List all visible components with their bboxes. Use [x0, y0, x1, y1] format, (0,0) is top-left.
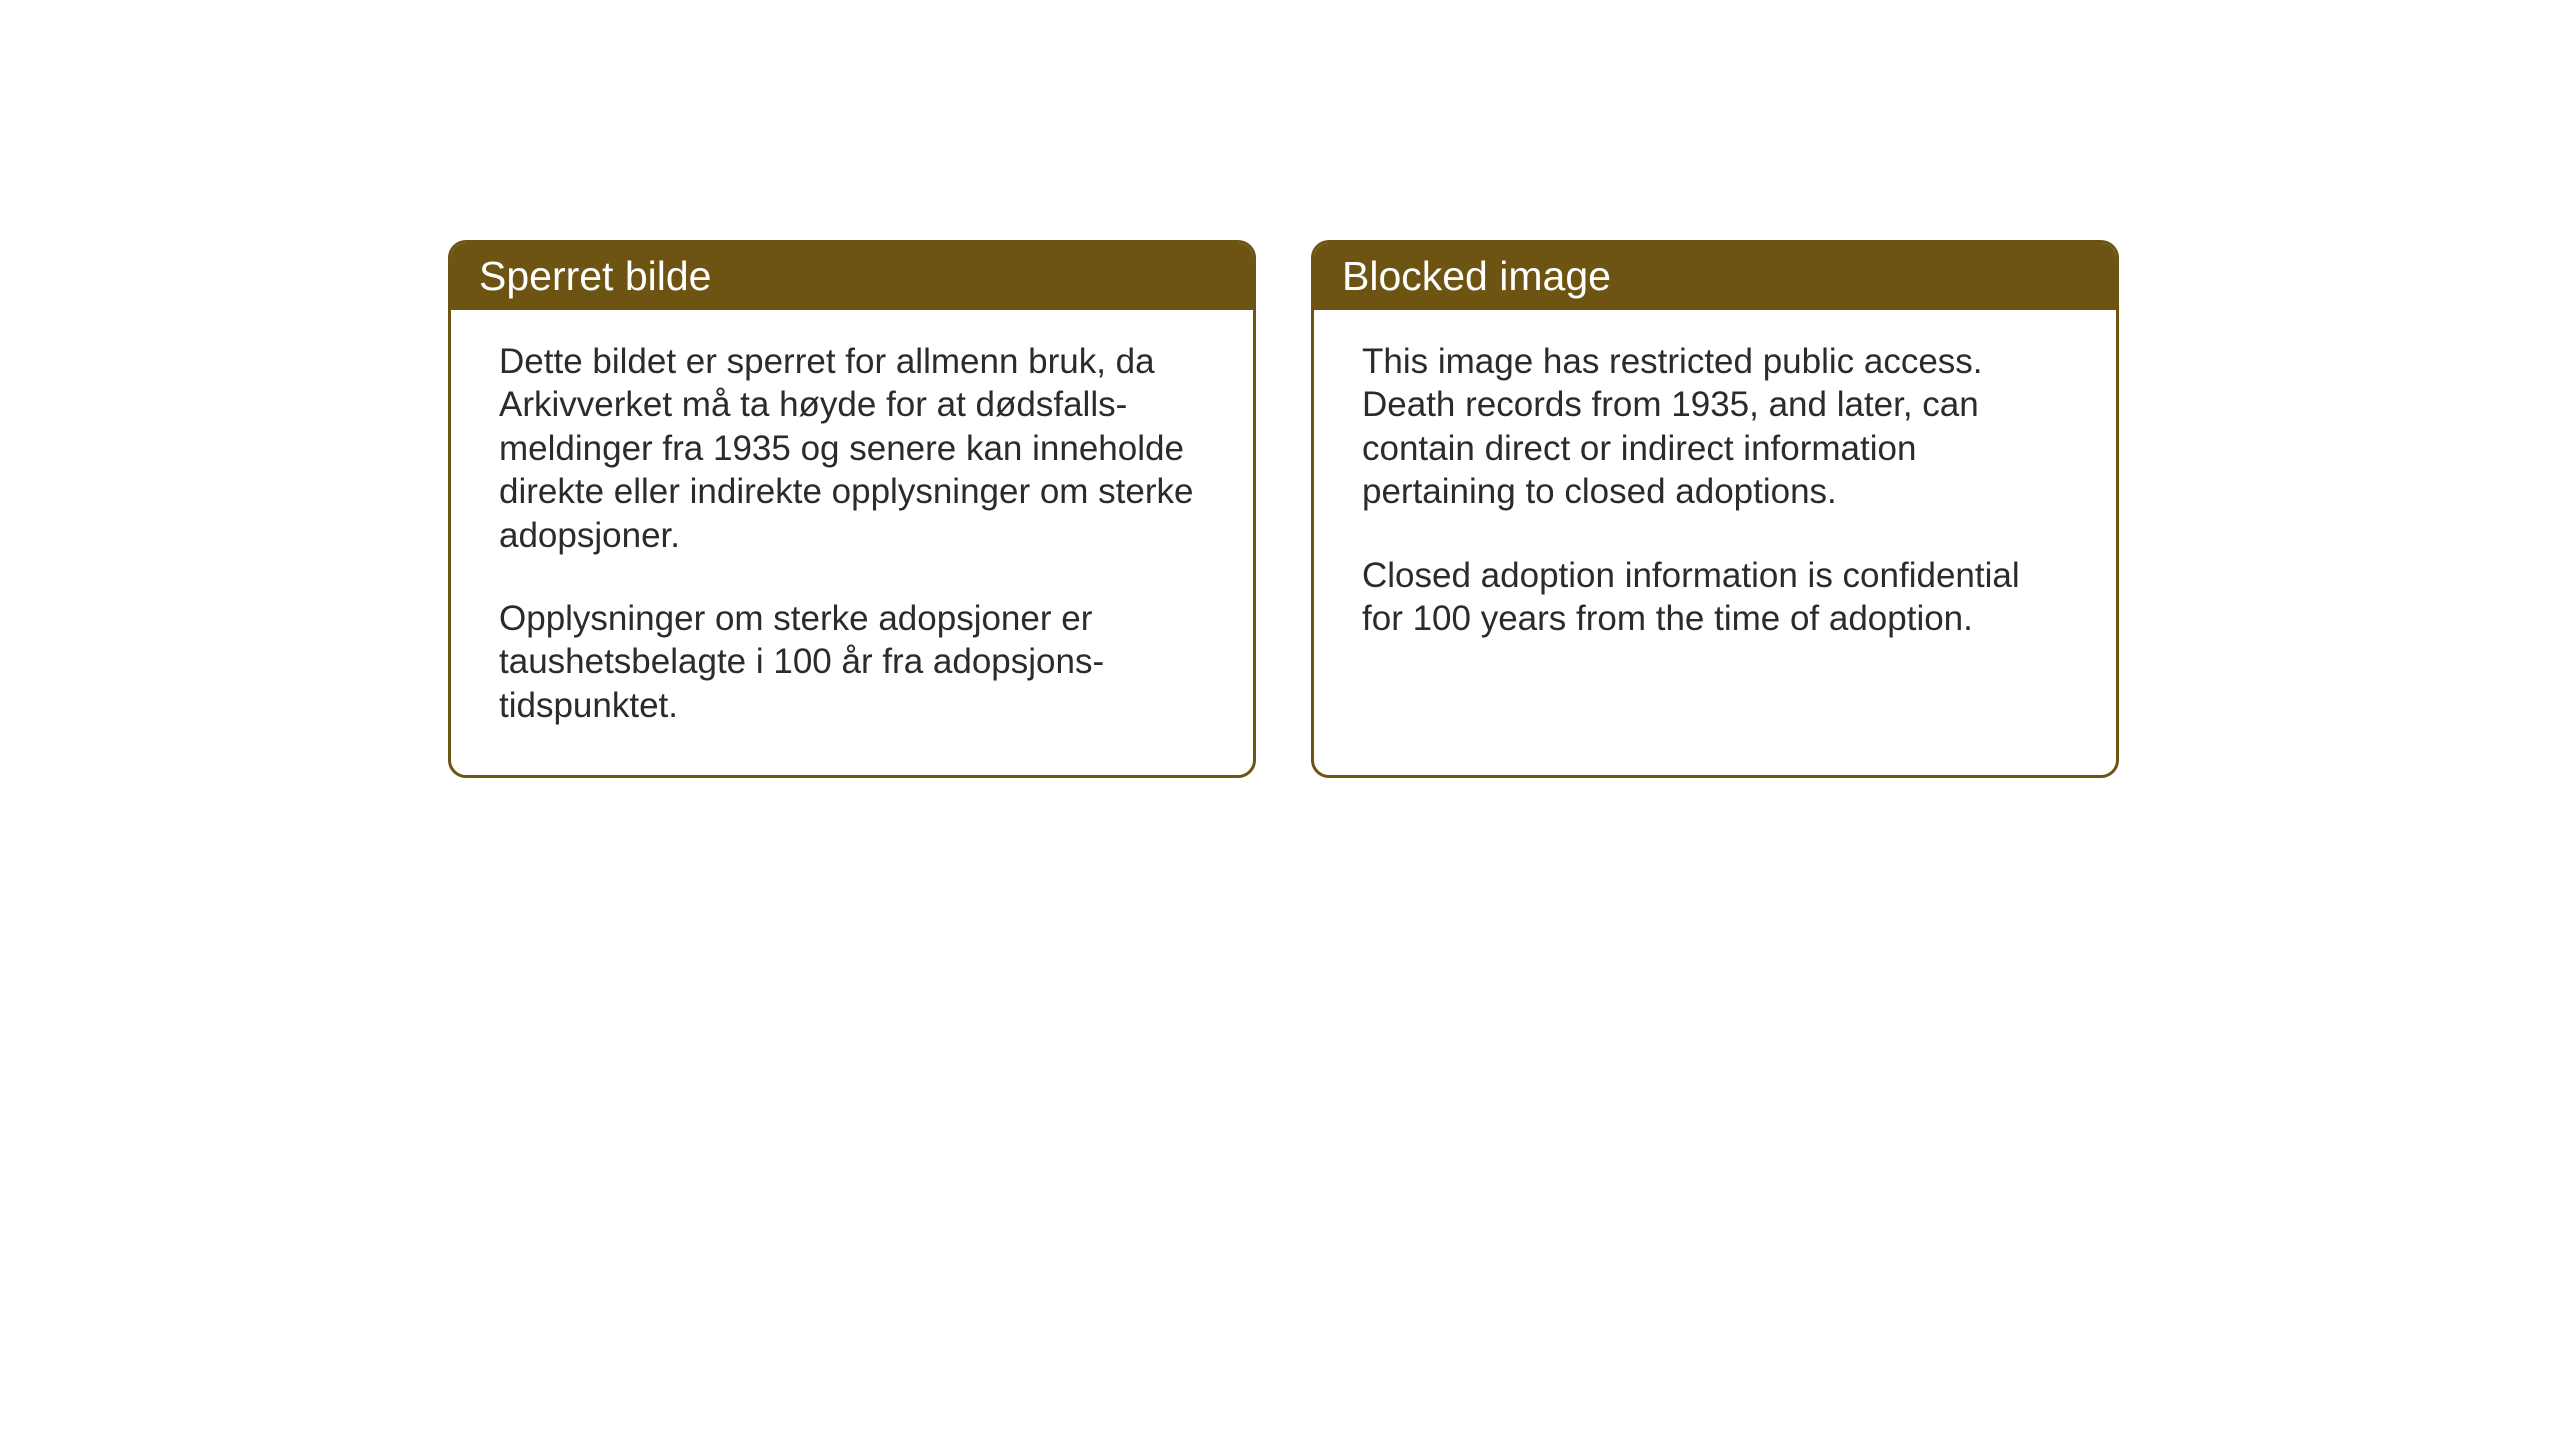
card-container: Sperret bilde Dette bildet er sperret fo… — [0, 0, 2560, 778]
card-english: Blocked image This image has restricted … — [1311, 240, 2119, 778]
card-paragraph: Closed adoption information is confident… — [1362, 554, 2068, 641]
card-paragraph: Opplysninger om sterke adopsjoner er tau… — [499, 597, 1205, 727]
card-body-norwegian: Dette bildet er sperret for allmenn bruk… — [451, 310, 1253, 775]
card-body-english: This image has restricted public access.… — [1314, 310, 2116, 688]
card-header-norwegian: Sperret bilde — [451, 243, 1253, 310]
card-paragraph: Dette bildet er sperret for allmenn bruk… — [499, 340, 1205, 557]
card-norwegian: Sperret bilde Dette bildet er sperret fo… — [448, 240, 1256, 778]
card-header-english: Blocked image — [1314, 243, 2116, 310]
card-paragraph: This image has restricted public access.… — [1362, 340, 2068, 514]
